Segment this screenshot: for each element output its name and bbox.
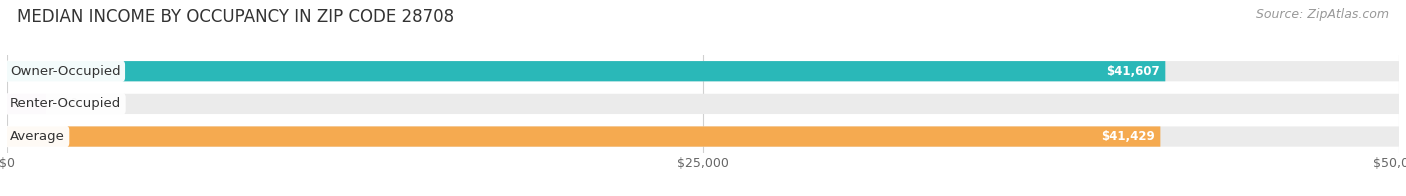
Text: Source: ZipAtlas.com: Source: ZipAtlas.com: [1256, 8, 1389, 21]
Text: $41,607: $41,607: [1107, 65, 1160, 78]
FancyBboxPatch shape: [7, 61, 1399, 81]
Text: Renter-Occupied: Renter-Occupied: [10, 97, 121, 110]
FancyBboxPatch shape: [7, 126, 1160, 147]
Text: $41,429: $41,429: [1101, 130, 1154, 143]
FancyBboxPatch shape: [7, 94, 46, 114]
FancyBboxPatch shape: [7, 94, 1399, 114]
FancyBboxPatch shape: [7, 61, 1166, 81]
Text: MEDIAN INCOME BY OCCUPANCY IN ZIP CODE 28708: MEDIAN INCOME BY OCCUPANCY IN ZIP CODE 2…: [17, 8, 454, 26]
Text: $0: $0: [63, 97, 77, 110]
Text: Owner-Occupied: Owner-Occupied: [10, 65, 121, 78]
Text: Average: Average: [10, 130, 65, 143]
FancyBboxPatch shape: [7, 126, 1399, 147]
